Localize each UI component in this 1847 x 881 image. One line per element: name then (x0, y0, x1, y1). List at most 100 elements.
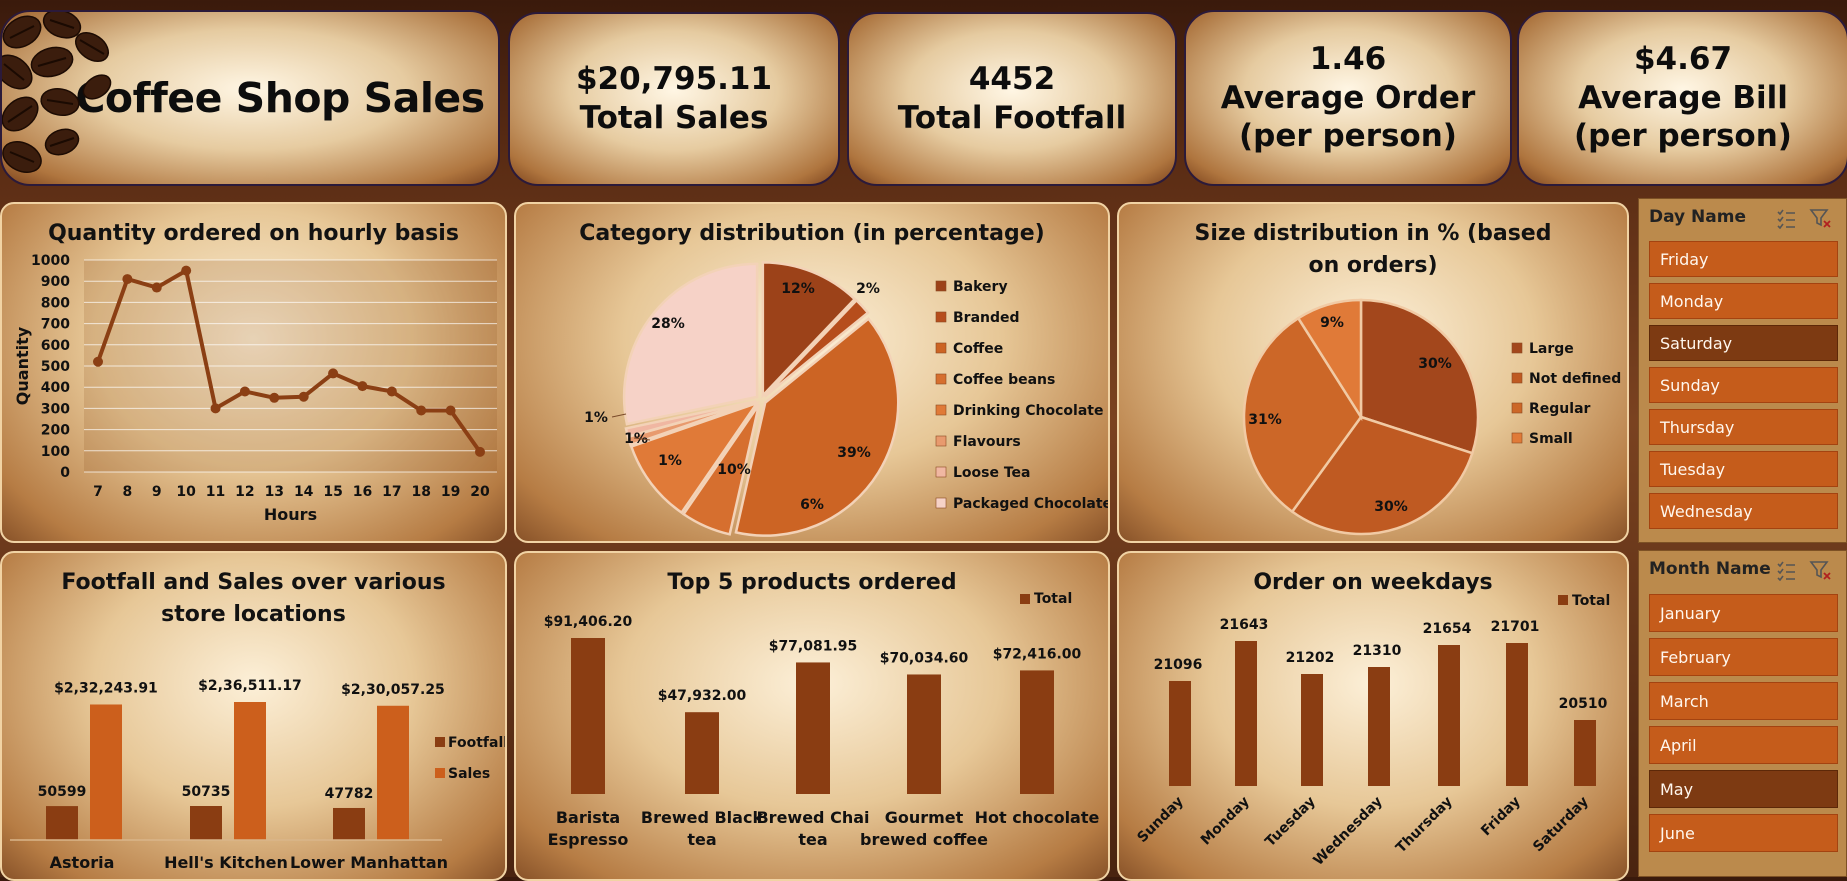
coffee-beans-image (2, 12, 112, 173)
legend-label: Total (1034, 591, 1072, 607)
kpi-label: Total Sales (579, 100, 769, 136)
data-label: $72,416.00 (993, 646, 1082, 662)
size-chart-panel: Size distribution in % (based on orders)… (1117, 202, 1629, 543)
pie-slice (681, 403, 761, 536)
x-tick-label: 7 (93, 484, 103, 500)
slicer-item-april[interactable]: April (1649, 726, 1838, 764)
legend-swatch (935, 311, 947, 323)
category-chart-panel: Category distribution (in percentage) 12… (514, 202, 1110, 543)
kpi-label: Total Footfall (897, 100, 1127, 136)
bar (1169, 681, 1191, 786)
kpi-sublabel: (per person) (1239, 118, 1457, 155)
legend-label: Footfall (448, 735, 507, 751)
legend-swatch (1558, 595, 1568, 605)
series-line (96, 268, 482, 454)
slice-label: 9% (1320, 315, 1344, 331)
x-tick-label: 15 (323, 484, 342, 500)
clear-filter-icon[interactable] (1809, 207, 1831, 229)
data-label: $2,36,511.17 (198, 678, 302, 694)
data-point (181, 265, 192, 276)
x-tick-label: Brewed Black tea (641, 808, 764, 849)
hourly-chart-panel: Quantity ordered on hourly basis 0 100 200… (0, 202, 507, 543)
slice-label: 1% (584, 410, 608, 426)
x-tick-label: Wednesday (1311, 794, 1386, 869)
legend-label: Drinking Chocolate (953, 403, 1103, 419)
legend-label: Bakery (953, 279, 1008, 295)
clear-filter-icon[interactable] (1809, 559, 1831, 581)
month-name-slicer: Month Name January February March April May J… (1638, 550, 1847, 877)
y-tick-label: 200 (41, 423, 70, 439)
legend-label: Coffee beans (953, 372, 1055, 388)
legend-swatch (435, 768, 445, 778)
slicer-item-wednesday[interactable]: Wednesday (1649, 493, 1838, 529)
data-label: $2,32,243.91 (54, 680, 158, 696)
data-label: 21096 (1154, 657, 1203, 673)
legend-label: Sales (448, 766, 490, 782)
data-label: 21310 (1353, 643, 1402, 659)
x-tick-label: Lower Manhattan (290, 853, 448, 872)
slicer-item-thursday[interactable]: Thursday (1649, 409, 1838, 445)
bar (190, 806, 222, 840)
slicer-item-may[interactable]: May (1649, 770, 1838, 808)
data-point (298, 391, 309, 402)
legend-swatch (935, 373, 947, 385)
slicer-item-february[interactable]: February (1649, 638, 1838, 676)
slicer-item-saturday[interactable]: Saturday (1649, 325, 1838, 361)
data-label: 20510 (1559, 696, 1608, 712)
data-label: $2,30,057.25 (341, 682, 445, 698)
data-point (475, 446, 485, 457)
data-label: 50599 (38, 784, 87, 800)
data-label: $70,034.60 (880, 650, 969, 666)
multi-select-icon[interactable] (1775, 559, 1797, 581)
legend-swatch (935, 466, 947, 478)
chart-title: Quantity ordered on hourly basis (48, 221, 459, 246)
kpi-label: Average Bill (1578, 79, 1788, 116)
kpi-average-order: 1.46 Average Order (per person) (1184, 10, 1512, 186)
bar (796, 662, 830, 794)
slicer-item-sunday[interactable]: Sunday (1649, 367, 1838, 403)
y-tick-label: 1000 (31, 253, 70, 269)
legend-swatch (1020, 594, 1030, 604)
multi-select-icon[interactable] (1775, 207, 1797, 229)
bar (1574, 720, 1596, 786)
bar (1368, 667, 1390, 786)
kpi-total-footfall: 4452 Total Footfall (847, 12, 1177, 186)
legend-label: Branded (953, 310, 1020, 326)
bar (46, 806, 78, 840)
data-point (357, 381, 368, 392)
slicer-item-friday[interactable]: Friday (1649, 241, 1838, 277)
pie-slice (629, 400, 761, 515)
data-label: 21643 (1220, 617, 1269, 633)
data-point (445, 405, 456, 416)
slice-label: 28% (651, 316, 685, 332)
slicer-item-january[interactable]: January (1649, 594, 1838, 632)
data-label: 21202 (1286, 650, 1335, 666)
slicer-item-march[interactable]: March (1649, 682, 1838, 720)
pie-slice (761, 261, 857, 399)
pie-slice (734, 317, 900, 537)
slice-label: 6% (800, 497, 824, 513)
x-tick-label: 10 (176, 484, 196, 500)
bar (333, 807, 365, 840)
legend-label: Not defined (1529, 371, 1621, 387)
chart-title: Size distribution in % (based on orders) (1194, 221, 1552, 278)
slice-label: 39% (837, 445, 871, 461)
x-tick-label: 18 (411, 484, 430, 500)
weekdays-bar-chart: 21096 Sunday 21643 Monday 21202 Tuesday 21310 W… (1134, 593, 1610, 869)
data-label: 21654 (1423, 621, 1472, 637)
data-label: $77,081.95 (769, 638, 858, 654)
legend-label: Coffee (953, 341, 1003, 357)
x-tick-label: 17 (382, 484, 401, 500)
bar (1235, 641, 1257, 786)
y-tick-label: 500 (41, 359, 70, 375)
slicer-item-june[interactable]: June (1649, 814, 1838, 852)
dashboard-title: Coffee Shop Sales (75, 74, 485, 122)
x-tick-label: Brewed Chai tea (756, 808, 869, 849)
kpi-label: Average Order (1220, 79, 1476, 116)
x-tick-label: 19 (441, 484, 460, 500)
slicer-item-tuesday[interactable]: Tuesday (1649, 451, 1838, 487)
slicer-item-monday[interactable]: Monday (1649, 283, 1838, 319)
chart-title: Category distribution (in percentage) (579, 221, 1045, 246)
data-point (269, 392, 280, 403)
bar (90, 704, 122, 840)
